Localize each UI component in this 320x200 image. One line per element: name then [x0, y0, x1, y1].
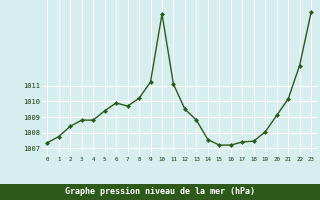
Text: Graphe pression niveau de la mer (hPa): Graphe pression niveau de la mer (hPa)	[65, 188, 255, 196]
